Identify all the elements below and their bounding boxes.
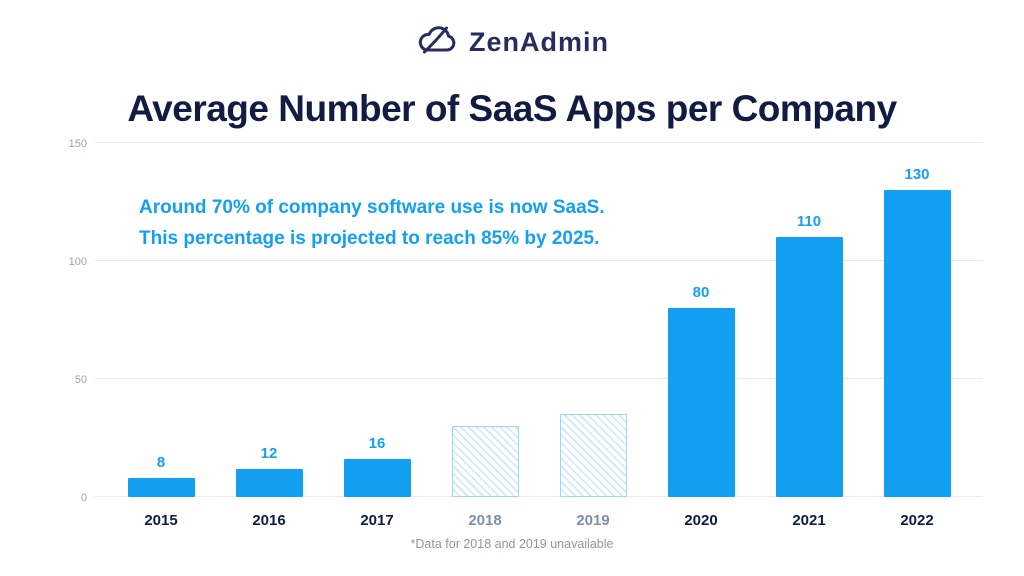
y-tick-label-0: 0 xyxy=(80,491,87,504)
y-tick-label-150: 150 xyxy=(68,137,87,150)
grid-line-150 xyxy=(95,142,983,143)
bar-chart: 0 50 100 150 Around 70% of company software… xyxy=(69,138,983,529)
bar-2018 xyxy=(451,426,519,497)
y-tick-label-50: 50 xyxy=(74,373,87,386)
bar-value-2020: 80 xyxy=(692,284,710,302)
bar-value-2015: 8 xyxy=(156,454,166,472)
bar-2022 xyxy=(883,190,951,497)
grid-line-100 xyxy=(95,260,983,261)
bar-column-2015: 8 2015 xyxy=(107,143,215,529)
x-label-2017: 2017 xyxy=(360,512,394,529)
zenadmin-logo-text: ZenAdmin xyxy=(469,26,609,57)
bar-column-2018: 2018 xyxy=(431,143,539,529)
bar-2016 xyxy=(235,468,303,497)
bar-column-2016: 12 2016 xyxy=(215,143,323,529)
x-label-2016: 2016 xyxy=(252,512,286,529)
footnote: *Data for 2018 and 2019 unavailable xyxy=(410,537,614,551)
x-label-2022: 2022 xyxy=(900,512,934,529)
bar-value-2022: 130 xyxy=(904,166,930,184)
annotation: Around 70% of company software use is no… xyxy=(139,193,605,255)
bar-value-2017: 16 xyxy=(368,435,386,453)
x-label-2020: 2020 xyxy=(684,512,718,529)
bar-column-2022: 130 2022 xyxy=(863,143,971,529)
x-label-2015: 2015 xyxy=(144,512,178,529)
grid-line-50 xyxy=(95,378,983,379)
bar-2021 xyxy=(775,237,843,497)
bar-column-2017: 16 2017 xyxy=(323,143,431,529)
x-label-2021: 2021 xyxy=(792,512,826,529)
bars: 8 2015 12 2016 16 2017 2018 2019 80 2020 110 2021 13… xyxy=(107,143,971,529)
zenadmin-logo: ZenAdmin xyxy=(0,22,1024,62)
chart-title: Average Number of SaaS Apps per Company xyxy=(127,88,897,129)
y-tick-label-100: 100 xyxy=(68,255,87,268)
bar-value-2016: 12 xyxy=(260,444,278,462)
bar-value-2021: 110 xyxy=(796,213,822,231)
bar-2019 xyxy=(559,414,627,497)
bar-column-2020: 80 2020 xyxy=(647,143,755,529)
bar-column-2021: 110 2021 xyxy=(755,143,863,529)
bar-2020 xyxy=(667,308,735,497)
x-label-2019: 2019 xyxy=(576,512,610,529)
annotation-line-2: This percentage is projected to reach 85… xyxy=(139,227,600,249)
bar-2017 xyxy=(343,459,411,497)
bar-2015 xyxy=(127,478,195,497)
annotation-line-1: Around 70% of company software use is no… xyxy=(139,197,605,218)
grid-line-0 xyxy=(95,496,983,497)
bar-column-2019: 2019 xyxy=(539,143,647,529)
zenadmin-cloud-icon xyxy=(415,22,459,62)
x-label-2018: 2018 xyxy=(468,512,502,529)
